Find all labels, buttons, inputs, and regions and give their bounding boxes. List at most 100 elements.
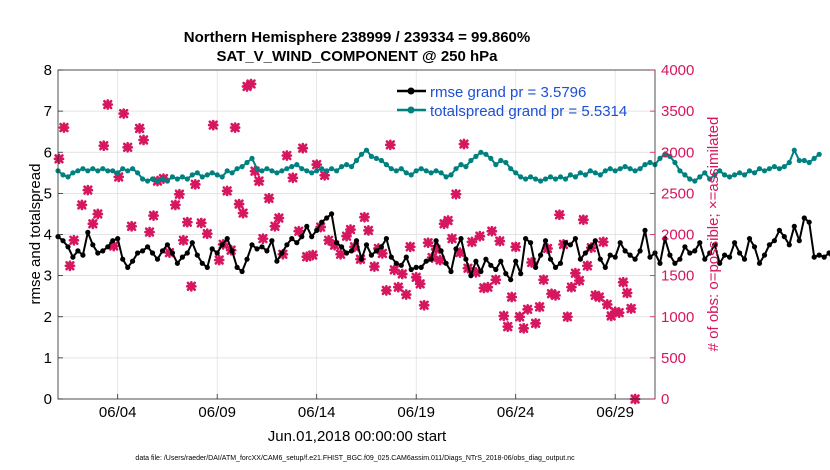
rmse-point <box>110 238 116 244</box>
rmse-point <box>493 266 499 273</box>
obs-marker <box>148 210 159 221</box>
totalspread-point <box>488 155 494 161</box>
totalspread-point <box>518 174 524 180</box>
totalspread-point <box>120 166 126 172</box>
totalspread-point <box>279 168 285 174</box>
rmse-point <box>339 244 345 250</box>
legend-spread-label: totalspread grand pr = 5.5314 <box>430 103 627 120</box>
totalspread-point <box>393 168 399 174</box>
rmse-point <box>159 248 166 254</box>
rmse-point <box>692 248 698 254</box>
totalspread-point <box>140 176 146 182</box>
totalspread-point <box>483 151 489 157</box>
data-file-footer: data file: /Users/raeder/DAI/ATM_forcXX/… <box>135 455 575 462</box>
totalspread-point <box>373 155 379 161</box>
obs-marker <box>589 289 601 301</box>
totalspread-point <box>234 166 240 172</box>
rmse-point <box>528 240 534 246</box>
totalspread-point <box>329 166 335 172</box>
rmse-point <box>60 238 66 244</box>
rmse-point <box>80 252 86 258</box>
obs-marker <box>581 260 593 272</box>
totalspread-point <box>169 174 175 180</box>
totalspread-point <box>433 168 439 174</box>
obs-marker <box>410 271 422 283</box>
totalspread-point <box>314 168 320 174</box>
obs-marker <box>335 248 346 260</box>
obs-marker <box>287 172 299 184</box>
totalspread-point <box>149 176 156 182</box>
rmse-point <box>572 236 579 242</box>
totalspread-point <box>597 172 603 178</box>
y-left-tick-label: 7 <box>44 103 52 120</box>
totalspread-point <box>90 166 96 172</box>
rmse-point <box>194 252 200 258</box>
rmse-point <box>344 250 350 256</box>
obs-marker <box>418 299 430 311</box>
obs-marker <box>58 122 70 133</box>
obs-marker <box>249 165 261 177</box>
rmse-point <box>552 264 559 270</box>
obs-marker <box>530 317 541 329</box>
rmse-point <box>264 248 270 254</box>
y-right-tick-label: 2000 <box>661 227 694 244</box>
obs-marker <box>189 178 201 190</box>
totalspread-point <box>717 168 723 174</box>
y-axis-label-right: # of obs: o=possible; ×=assimilated <box>705 117 722 352</box>
rmse-point <box>224 236 230 242</box>
rmse-point <box>712 242 718 248</box>
totalspread-point <box>617 166 623 172</box>
rmse-point <box>468 273 474 279</box>
rmse-point <box>687 250 693 256</box>
totalspread-point <box>587 168 593 174</box>
totalspread-point <box>677 168 683 174</box>
obs-marker <box>76 199 88 211</box>
rmse-point <box>766 242 773 248</box>
rmse-point <box>697 240 703 246</box>
totalspread-point <box>533 176 539 182</box>
totalspread-point <box>791 147 797 153</box>
chart-title-line2: SAT_V_WIND_COMPONENT @ 250 hPa <box>216 48 498 65</box>
totalspread-point <box>682 172 688 178</box>
x-tick-label: 06/24 <box>497 404 535 421</box>
rmse-point <box>115 236 121 242</box>
obs-marker <box>506 291 518 303</box>
totalspread-point <box>254 166 260 172</box>
totalspread-point <box>159 176 166 182</box>
rmse-point <box>279 250 285 256</box>
rmse-point <box>786 242 792 248</box>
rmse-point <box>538 252 544 258</box>
totalspread-point <box>642 162 648 168</box>
obs-marker <box>558 238 569 250</box>
totalspread-point <box>602 168 608 174</box>
totalspread-point <box>751 170 758 176</box>
obs-marker <box>170 199 181 211</box>
totalspread-point <box>358 151 365 157</box>
totalspread-point <box>508 166 514 172</box>
rmse-point <box>523 236 529 242</box>
totalspread-point <box>75 168 81 174</box>
legend-spread-marker <box>407 106 415 114</box>
totalspread-point <box>294 162 300 168</box>
rmse-point <box>433 238 439 244</box>
totalspread-point <box>378 157 384 164</box>
rmse-point <box>727 254 733 260</box>
rmse-point <box>592 238 598 244</box>
totalspread-point <box>423 168 429 174</box>
obs-marker <box>201 228 213 240</box>
obs-marker <box>388 264 400 276</box>
totalspread-point <box>229 170 235 176</box>
obs-marker <box>207 119 219 131</box>
obs-marker <box>293 225 305 237</box>
obs-marker <box>502 321 514 332</box>
obs-marker <box>510 241 522 253</box>
obs-marker <box>570 267 581 279</box>
legend-rmse-label: rmse grand pr = 3.5796 <box>430 84 586 101</box>
obs-marker <box>273 212 285 224</box>
totalspread-point <box>722 172 728 178</box>
rmse-point <box>75 248 81 254</box>
totalspread-point <box>538 178 544 184</box>
obs-marker <box>138 134 149 146</box>
obs-marker <box>126 220 138 232</box>
obs-marker <box>253 175 265 187</box>
